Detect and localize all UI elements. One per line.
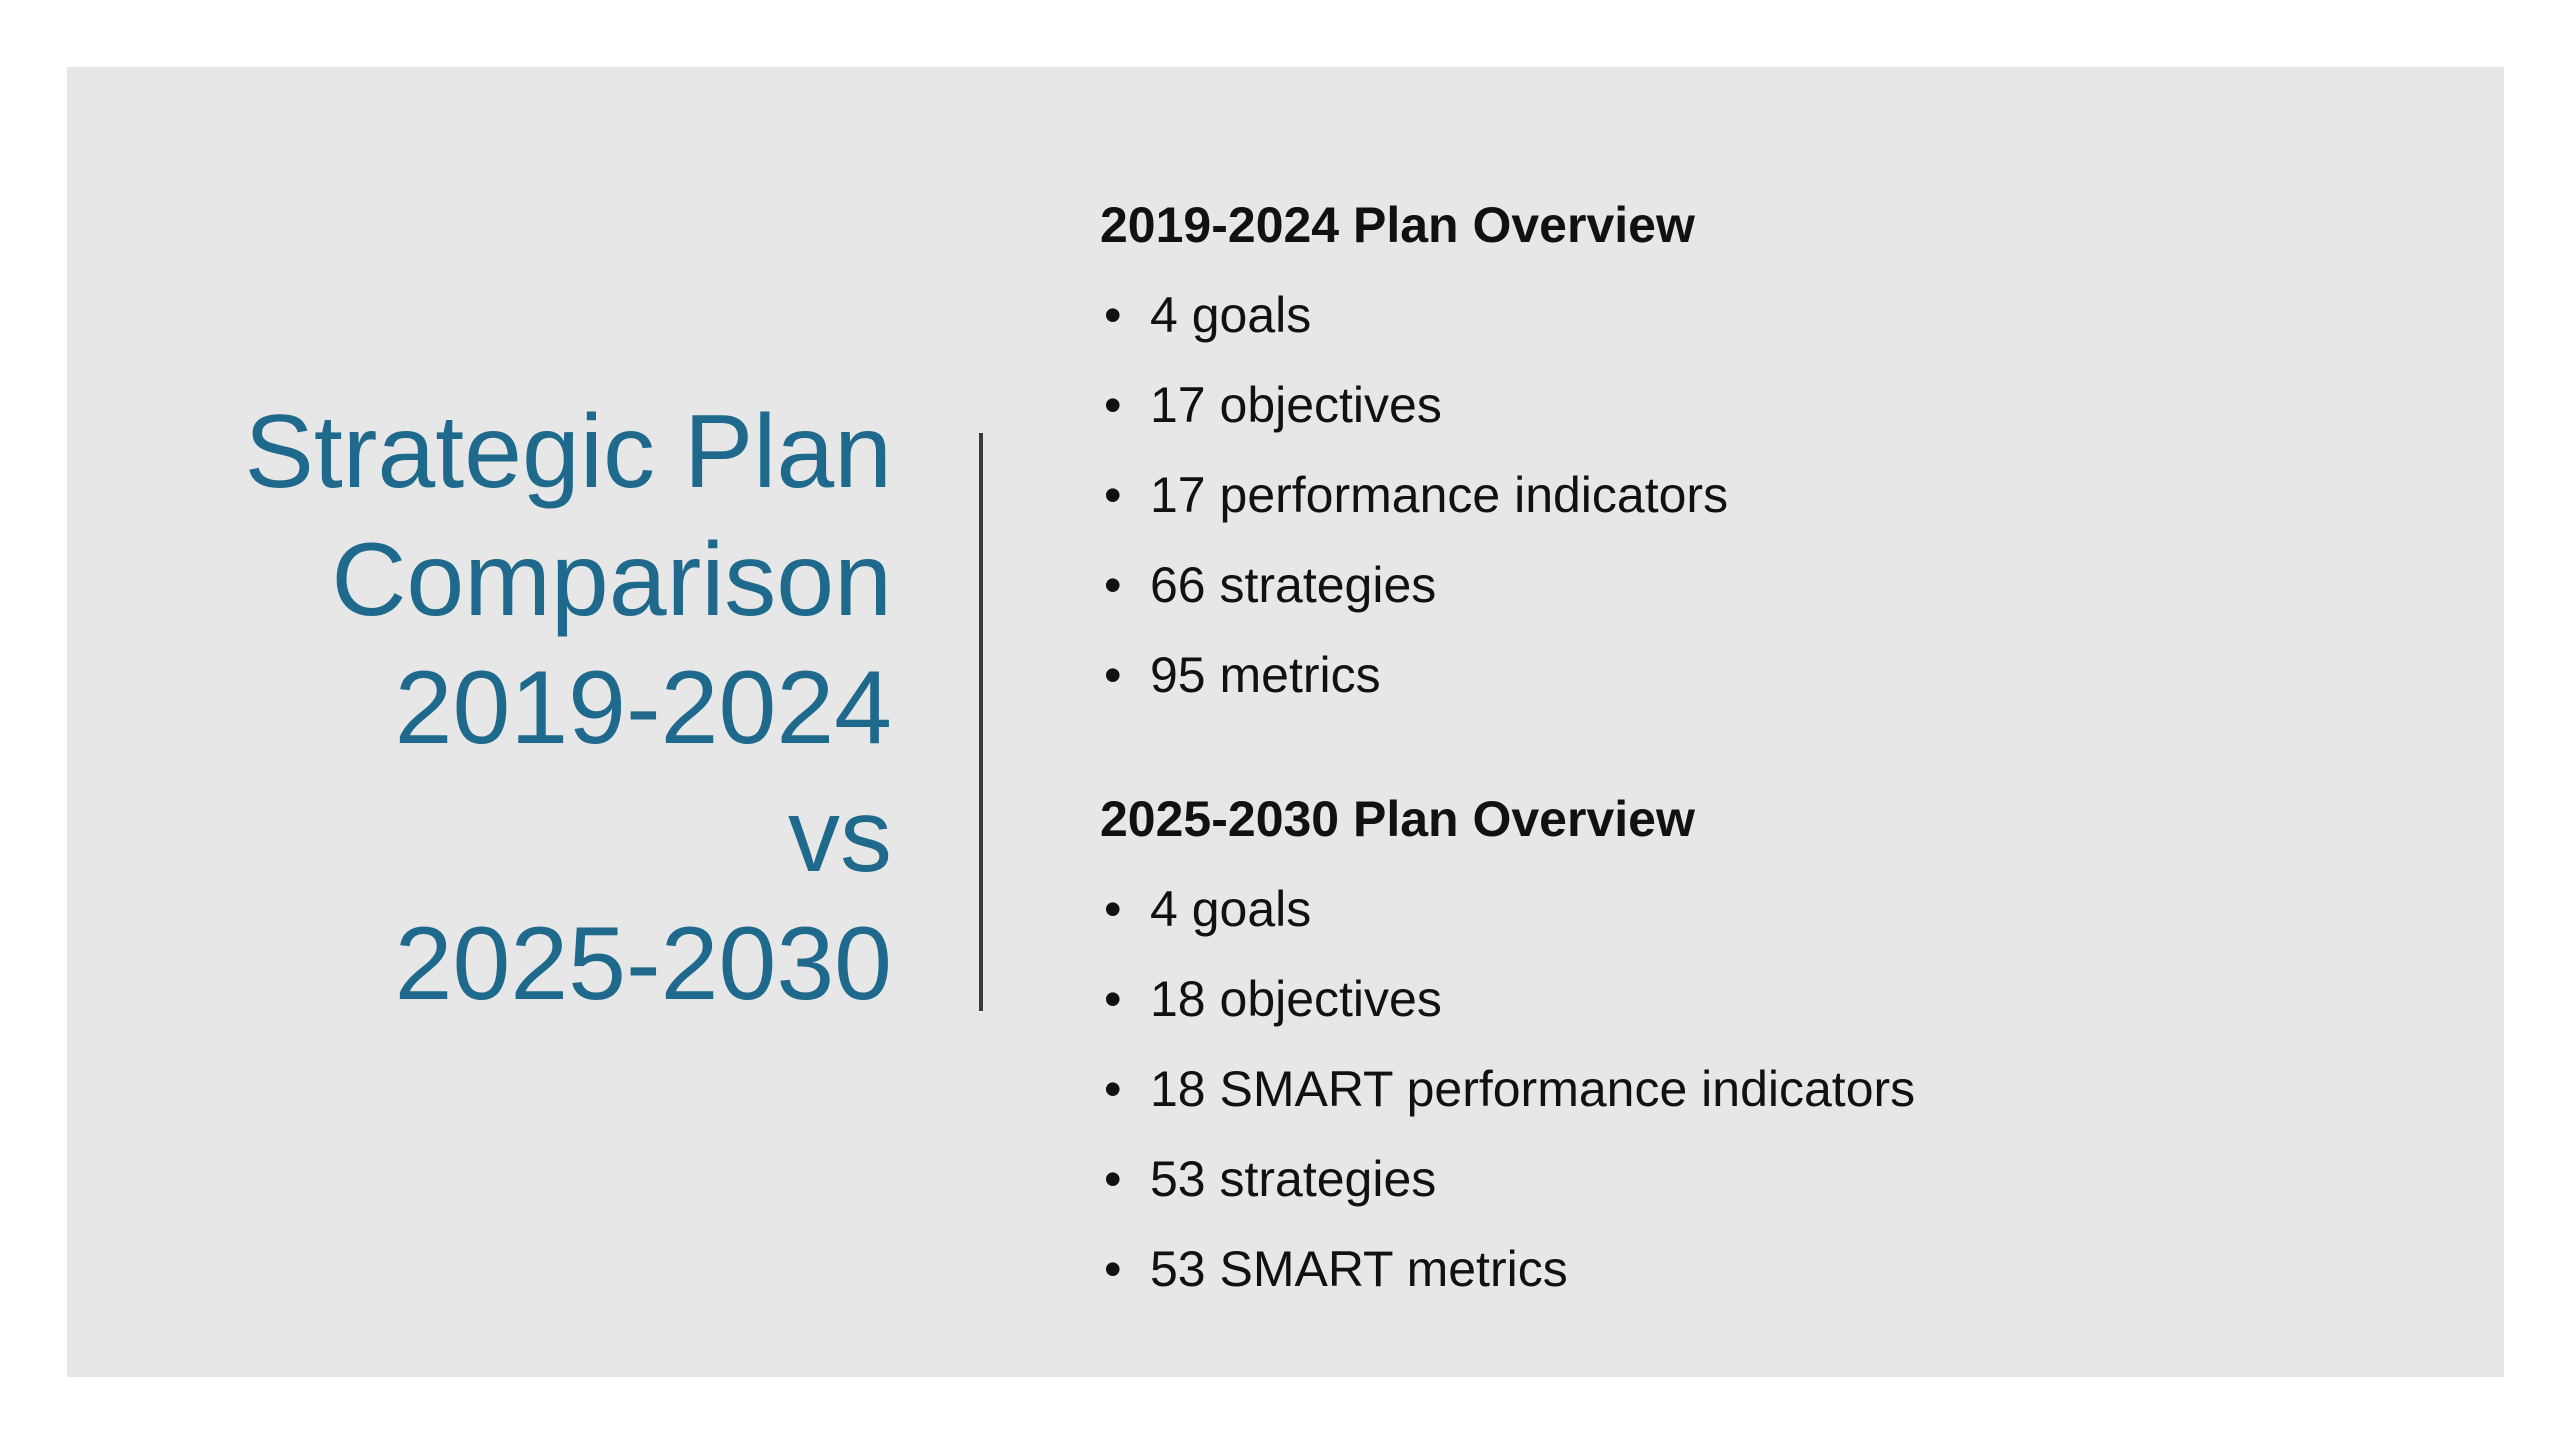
list-item-text: 18 objectives xyxy=(1150,971,1442,1027)
section-heading: 2025-2030 Plan Overview xyxy=(1100,791,1695,847)
list-item: • 95 metrics xyxy=(1100,630,2400,720)
bullet-icon: • xyxy=(1104,1241,1122,1297)
list-item: • 4 goals xyxy=(1100,864,2400,954)
vertical-divider xyxy=(979,433,983,1011)
list-item-text: 4 goals xyxy=(1150,287,1312,343)
title-line: Comparison xyxy=(331,522,892,638)
bullet-icon: • xyxy=(1104,377,1122,433)
section-heading: 2019-2024 Plan Overview xyxy=(1100,197,1695,253)
list-item: • 53 SMART metrics xyxy=(1100,1224,2400,1314)
list-item-text: 17 objectives xyxy=(1150,377,1442,433)
title-line: vs xyxy=(788,778,892,894)
bullet-icon: • xyxy=(1104,467,1122,523)
plan-overview-2025-2030: 2025-2030 Plan Overview • 4 goals • 18 obj… xyxy=(1100,774,2400,1314)
list-item: • 17 performance indicators xyxy=(1100,450,2400,540)
list-item: • 4 goals xyxy=(1100,270,2400,360)
list-item-text: 17 performance indicators xyxy=(1150,467,1729,523)
title-line: 2019-2024 xyxy=(394,650,892,766)
bullet-list: • 4 goals • 18 objectives • 18 SMART perfor… xyxy=(1100,864,2400,1314)
list-item: • 17 objectives xyxy=(1100,360,2400,450)
list-item-text: 18 SMART performance indicators xyxy=(1150,1061,1916,1117)
list-item-text: 95 metrics xyxy=(1150,647,1381,703)
list-item: • 53 strategies xyxy=(1100,1134,2400,1224)
slide: Strategic Plan Comparison 2019-2024 vs 2… xyxy=(67,67,2504,1377)
list-item-text: 53 strategies xyxy=(1150,1151,1437,1207)
list-item-text: 66 strategies xyxy=(1150,557,1437,613)
bullet-list: • 4 goals • 17 objectives • 17 performance … xyxy=(1100,270,2400,720)
bullet-icon: • xyxy=(1104,557,1122,613)
list-item-text: 53 SMART metrics xyxy=(1150,1241,1568,1297)
bullet-icon: • xyxy=(1104,1151,1122,1207)
bullet-icon: • xyxy=(1104,287,1122,343)
list-item-text: 4 goals xyxy=(1150,881,1312,937)
list-item: • 66 strategies xyxy=(1100,540,2400,630)
bullet-icon: • xyxy=(1104,971,1122,1027)
bullet-icon: • xyxy=(1104,881,1122,937)
title-line: Strategic Plan xyxy=(244,394,892,510)
list-item: • 18 SMART performance indicators xyxy=(1100,1044,2400,1134)
slide-title: Strategic Plan Comparison 2019-2024 vs 2… xyxy=(67,67,892,1377)
bullet-icon: • xyxy=(1104,1061,1122,1117)
bullet-icon: • xyxy=(1104,647,1122,703)
title-line: 2025-2030 xyxy=(394,906,892,1022)
list-item: • 18 objectives xyxy=(1100,954,2400,1044)
plan-overview-2019-2024: 2019-2024 Plan Overview • 4 goals • 17 obj… xyxy=(1100,180,2400,720)
